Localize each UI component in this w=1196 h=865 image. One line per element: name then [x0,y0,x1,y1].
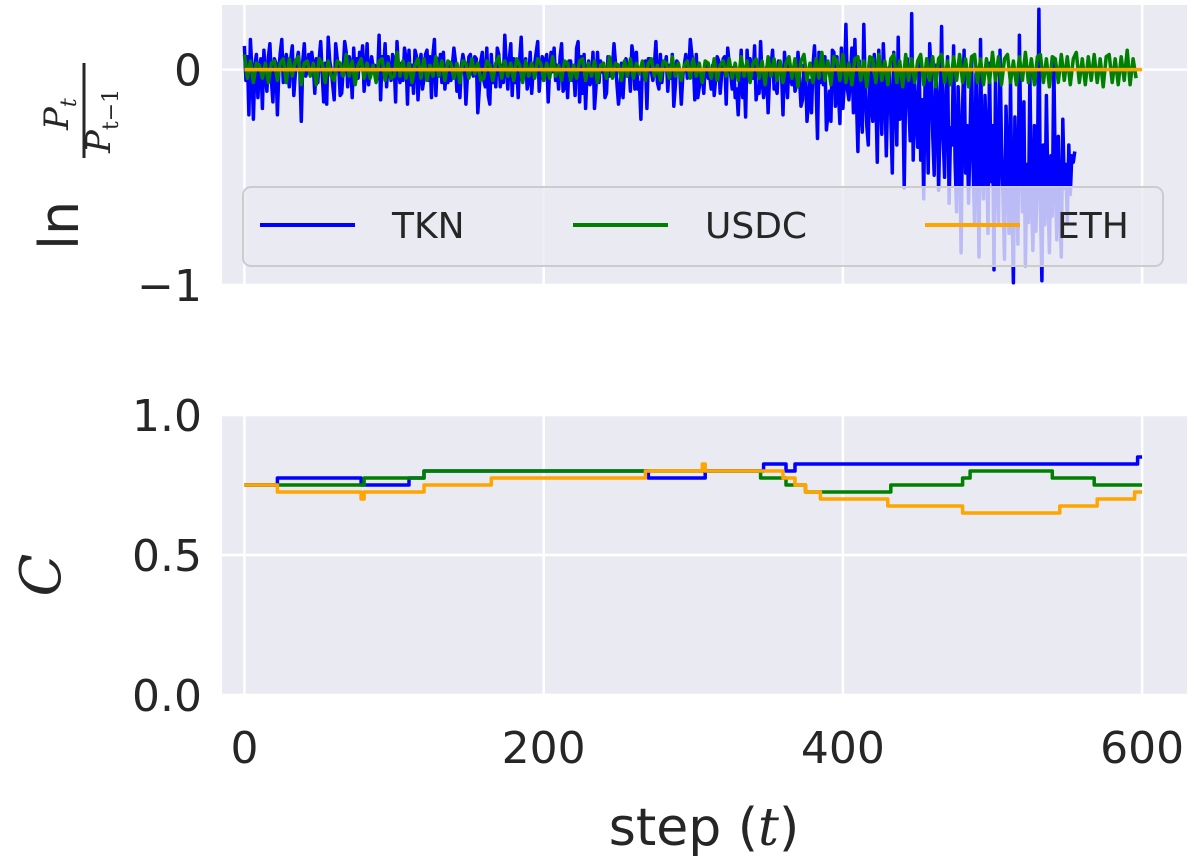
returns-panel: 0 −1 TKN USDC ETH ln Pt Pt−1 [28,5,1187,312]
legend-box [242,186,1164,267]
x-tick-label: 0 [230,723,258,774]
concentration-grid [222,413,1187,697]
x-label-suffix: ) [779,798,799,858]
y-label-numerator-sub: t [57,98,82,107]
concentration-panel: 0.0 0.5 1.0 0 200 400 600 C step (t) [9,391,1187,858]
x-tick-label: 200 [502,723,586,774]
y-label-denominator: Pt−1 [79,89,124,154]
legend-label-eth: ETH [1057,206,1129,247]
legend-label-tkn: TKN [391,206,465,247]
y-label-denominator-sub: t−1 [99,89,124,130]
y-label-numerator: Pt [37,98,82,131]
series-line-usdc [242,48,1138,89]
y-label-denominator-p: P [79,129,119,154]
returns-series [242,7,1143,285]
legend: TKN USDC ETH [242,186,1164,267]
concentration-y-tick-labels: 0.0 0.5 1.0 [132,391,202,722]
y-label-numerator-p: P [37,106,77,131]
concentration-y-axis-label: C [9,554,74,597]
x-tick-label: 600 [1100,723,1184,774]
x-tick-labels: 0 200 400 600 [230,723,1184,774]
series-line-eth [244,462,1143,515]
x-axis-label: step (t) [609,798,800,858]
y-tick-label: 0 [174,46,202,97]
returns-y-axis-label: ln Pt Pt−1 [28,63,124,250]
x-tick-label: 400 [801,723,885,774]
y-tick-label: 0.0 [132,671,202,722]
x-label-prefix: step ( [609,798,758,858]
y-tick-label: 0.5 [132,531,202,582]
y-tick-label: 1.0 [132,391,202,442]
returns-y-tick-labels: 0 −1 [137,46,202,312]
y-label-ln: ln [28,201,91,250]
series-line-tkn [244,455,1143,487]
x-label-variable: t [758,798,779,858]
y-tick-label: −1 [137,261,202,312]
series-line-usdc [244,469,1143,494]
concentration-series [244,455,1143,515]
legend-label-usdc: USDC [705,206,807,247]
